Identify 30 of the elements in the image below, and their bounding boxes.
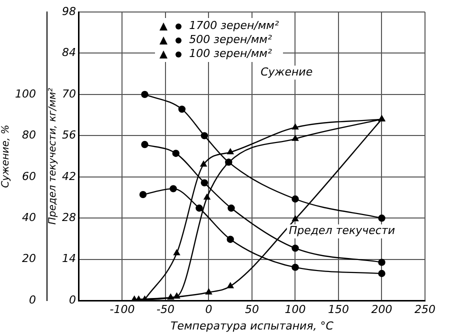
x-tick-label: -50 xyxy=(156,303,174,316)
x-tick-label: 0 xyxy=(205,303,212,316)
y-tick-label: 0 xyxy=(68,293,76,306)
y-tick-label: 14 xyxy=(62,252,76,266)
y2-tick-label: 60 xyxy=(22,170,36,183)
legend-label: 500 зерен/мм² xyxy=(189,33,272,47)
y2-tick-label: 40 xyxy=(22,211,36,224)
x-tick-label: 150 xyxy=(328,303,349,316)
y-tick-label: 70 xyxy=(62,87,76,100)
annotation: Предел текучести xyxy=(288,224,396,238)
y-tick-label: 56 xyxy=(62,128,76,142)
y-tick-label: 42 xyxy=(62,170,76,183)
y2-tick-label: 20 xyxy=(22,252,36,266)
x-axis-title: Температура испытания, °C xyxy=(170,319,334,332)
x-tick-label: 200 xyxy=(371,303,392,316)
y-tick-label: 28 xyxy=(62,211,76,224)
y2-axis-title: Сужение, % xyxy=(0,124,12,188)
y-tick-label: 98 xyxy=(62,4,76,18)
y2-tick-label: 0 xyxy=(28,293,36,306)
legend-label: 1700 зерен/мм² xyxy=(189,19,279,33)
y2-tick-label: 100 xyxy=(14,87,36,100)
legend-label: 100 зерен/мм² xyxy=(189,47,272,61)
x-tick-label: 100 xyxy=(284,303,306,316)
x-tick-label: 250 xyxy=(414,303,436,316)
x-tick-label: 50 xyxy=(244,303,259,316)
annotation: Сужение xyxy=(260,65,313,78)
y2-tick-label: 80 xyxy=(22,128,36,142)
x-tick-label: -100 xyxy=(110,303,135,316)
y-tick-label: 84 xyxy=(62,46,76,60)
y-axis-title: Предел текучести, кг/мм² xyxy=(48,88,59,225)
